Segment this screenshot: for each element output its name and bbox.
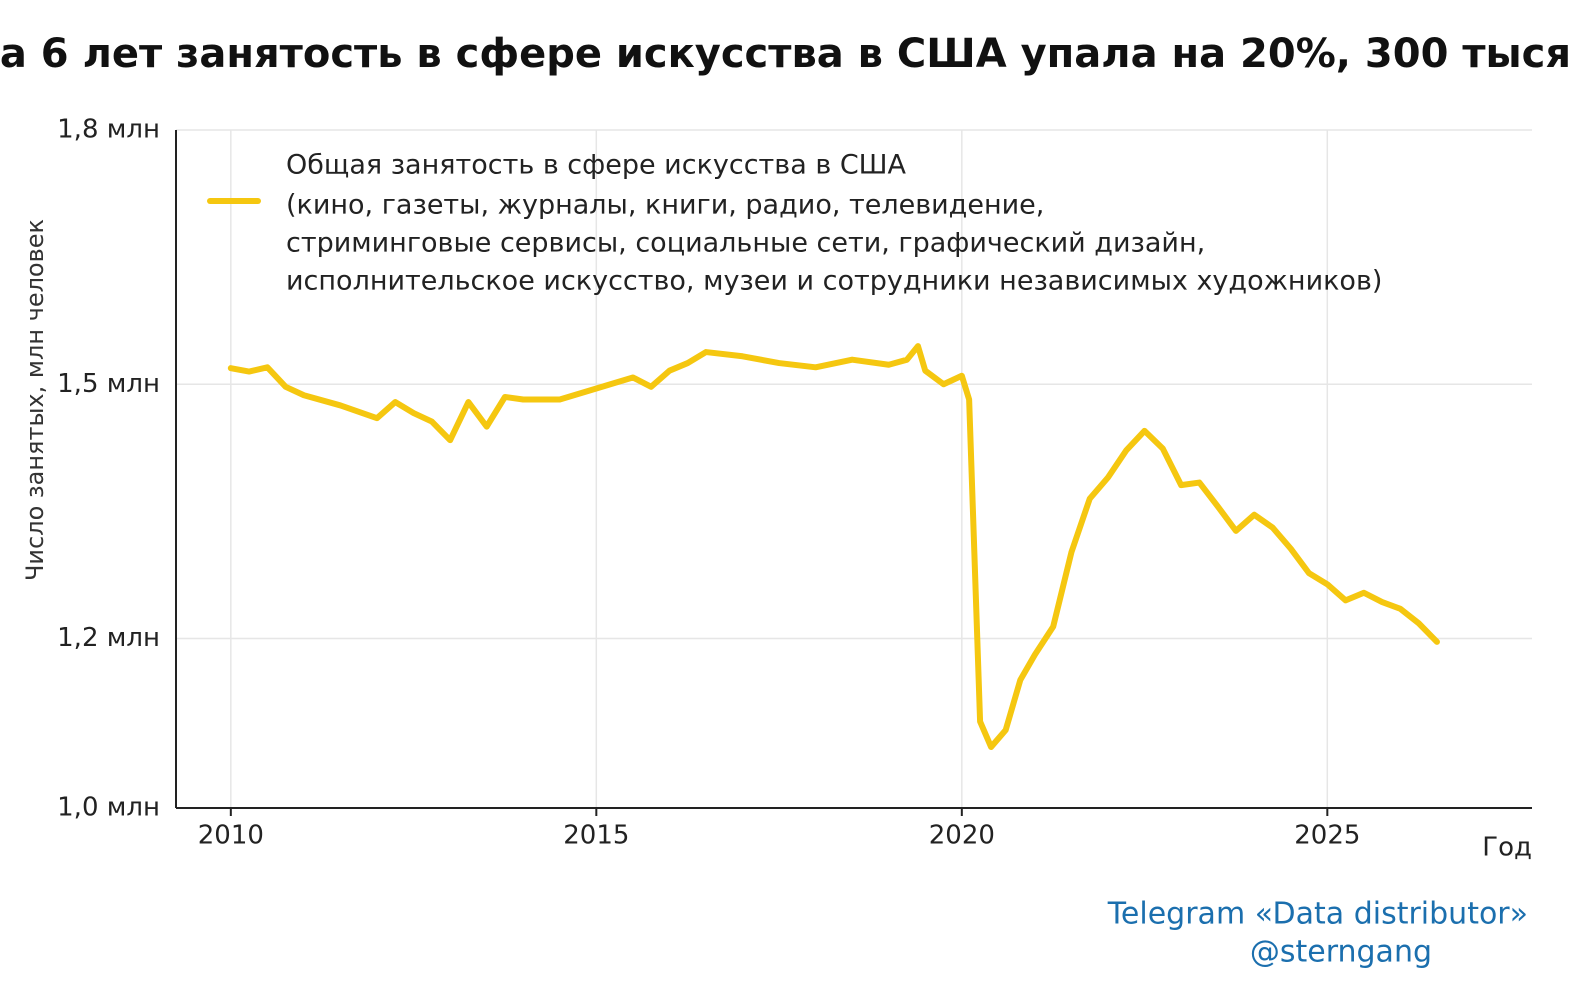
x-tick-label: 2010 (198, 821, 264, 851)
legend-description: стриминговые сервисы, социальные сети, г… (286, 228, 1205, 259)
legend-label: Общая занятость в сфере искусства в США (286, 150, 907, 181)
x-tick-label: 2015 (563, 821, 629, 851)
x-tick-label: 2020 (929, 821, 995, 851)
chart-title: За 6 лет занятость в сфере искусства в С… (0, 31, 1570, 77)
x-tick-label: 2025 (1294, 821, 1360, 851)
legend-description: (кино, газеты, журналы, книги, радио, те… (286, 190, 1044, 221)
y-tick-label: 1,8 млн (57, 115, 160, 145)
source: @sterngang (1250, 935, 1432, 970)
y-axis-label: Число занятых, млн человек (21, 219, 49, 581)
x-axis-label: Год (1482, 833, 1532, 863)
y-tick-label: 1,5 млн (57, 369, 160, 399)
y-tick-label: 1,0 млн (57, 793, 160, 823)
line-series (227, 343, 1440, 750)
source: Telegram «Data distributor» (1107, 897, 1528, 932)
y-tick-label: 1,2 млн (57, 623, 160, 653)
legend-description: исполнительское искусство, музеи и сотру… (286, 266, 1382, 297)
